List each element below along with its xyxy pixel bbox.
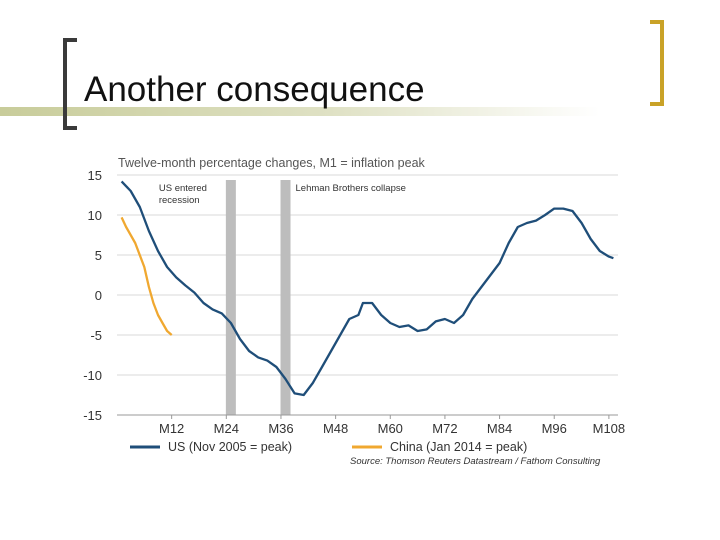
band-us-recession-label: US entered bbox=[159, 183, 207, 194]
legend-us-label: US (Nov 2005 = peak) bbox=[168, 440, 292, 454]
chart-title: Twelve-month percentage changes, M1 = in… bbox=[118, 156, 426, 170]
chart-axes: 15 10 5 0 -5 -10 -15 M12 M24 M36 M48 M60 M72 M84 M96 M1… bbox=[83, 168, 625, 436]
x-tick-label: M60 bbox=[378, 421, 403, 436]
y-tick-label: -15 bbox=[83, 408, 102, 423]
band-lehman-label: Lehman Brothers collapse bbox=[296, 183, 406, 194]
title-underline-bar bbox=[0, 107, 600, 116]
x-tick-label: M72 bbox=[432, 421, 457, 436]
band-us-recession bbox=[225, 180, 236, 415]
chart-series bbox=[120, 180, 614, 397]
x-tick-label: M12 bbox=[159, 421, 184, 436]
y-tick-label: 5 bbox=[95, 248, 102, 263]
x-tick-label: M84 bbox=[487, 421, 512, 436]
x-tick-label: M36 bbox=[268, 421, 293, 436]
y-tick-label: 0 bbox=[95, 288, 102, 303]
us-series-line bbox=[120, 180, 614, 397]
y-tick-label: -5 bbox=[90, 328, 102, 343]
band-lehman bbox=[280, 180, 291, 415]
right-bracket-decoration bbox=[650, 20, 664, 106]
x-tick-label: M108 bbox=[593, 421, 626, 436]
left-bracket-decoration bbox=[63, 38, 77, 130]
y-tick-label: -10 bbox=[83, 368, 102, 383]
slide-title: Another consequence bbox=[84, 70, 425, 109]
x-tick-label: M24 bbox=[214, 421, 239, 436]
x-tick-label: M96 bbox=[542, 421, 567, 436]
band-us-recession-label: recession bbox=[159, 195, 200, 206]
chart-source: Source: Thomson Reuters Datastream / Fat… bbox=[350, 456, 601, 467]
chart-grid bbox=[117, 174, 618, 416]
legend-china-label: China (Jan 2014 = peak) bbox=[390, 440, 527, 454]
china-series-line bbox=[120, 216, 173, 336]
y-tick-label: 10 bbox=[88, 208, 102, 223]
x-tick-label: M48 bbox=[323, 421, 348, 436]
y-tick-label: 15 bbox=[88, 168, 102, 183]
